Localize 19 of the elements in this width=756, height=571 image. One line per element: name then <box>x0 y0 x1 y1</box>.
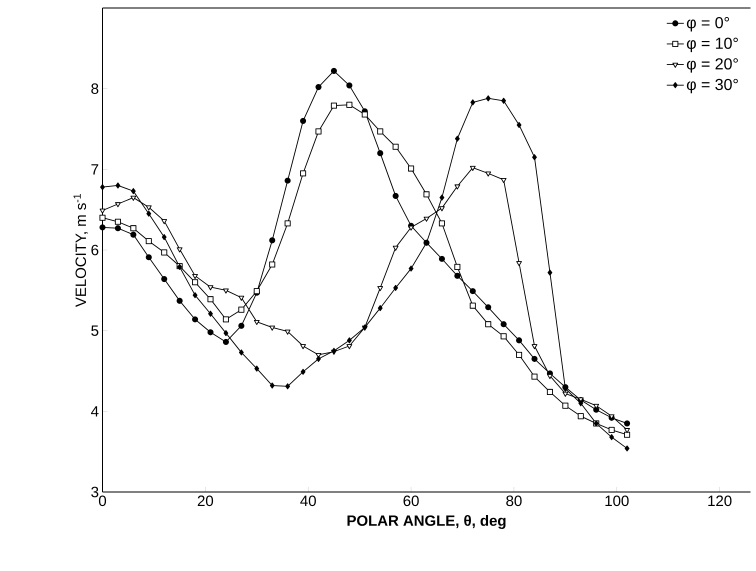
x-tick-label: 80 <box>506 496 522 506</box>
legend-label: φ = 30° <box>686 78 738 94</box>
x-tick-label: 120 <box>708 496 732 506</box>
y-axis-title: VELOCITY, m s$^{-1}$ <box>74 194 88 308</box>
y-tick-label: 8 <box>91 83 98 94</box>
x-tick-label: 60 <box>404 496 419 506</box>
x-tick-label: 40 <box>300 496 316 506</box>
y-tick-label: 6 <box>91 244 98 256</box>
legend-label: φ = 20° <box>686 58 738 73</box>
legend-label: φ = 10° <box>686 38 738 52</box>
y-tick-label: 7 <box>91 164 98 174</box>
x-tick-label: 100 <box>605 496 629 506</box>
y-tick-label: 3 <box>91 486 98 498</box>
y-tick-label: 5 <box>91 325 98 336</box>
x-tick-label: 0 <box>98 496 106 506</box>
legend-label: φ = 0° <box>686 17 730 32</box>
y-tick-label: 4 <box>91 406 99 416</box>
x-axis-title: POLAR ANGLE, θ, deg <box>347 514 506 529</box>
x-tick-label: 20 <box>198 496 214 506</box>
